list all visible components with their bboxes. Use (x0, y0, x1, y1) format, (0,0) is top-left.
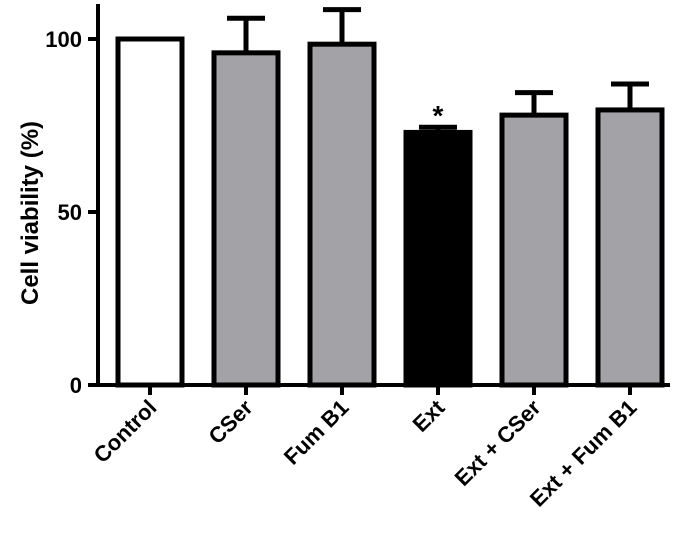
x-tick-label-0: Control (89, 395, 162, 468)
bars-layer (115, 7, 665, 388)
y-axis-label: Cell viability (%) (17, 121, 44, 305)
y-tick-label-0: 0 (70, 373, 82, 398)
x-tick-label-2: Fum B1 (279, 395, 354, 470)
axes-layer (88, 4, 670, 395)
x-tick-label-4: Ext + CSer (450, 395, 546, 491)
significance-marker-3: * (433, 100, 444, 131)
x-tick-label-3: Ext (408, 394, 450, 436)
bar-3 (403, 129, 473, 388)
bar-2 (307, 41, 377, 388)
y-tick-label-1: 50 (58, 200, 82, 225)
bar-1 (211, 50, 281, 388)
bar-5 (595, 107, 665, 388)
y-tick-label-2: 100 (45, 27, 82, 52)
bar-0 (115, 36, 185, 388)
bar-4 (499, 112, 569, 388)
x-tick-label-1: CSer (204, 395, 258, 449)
